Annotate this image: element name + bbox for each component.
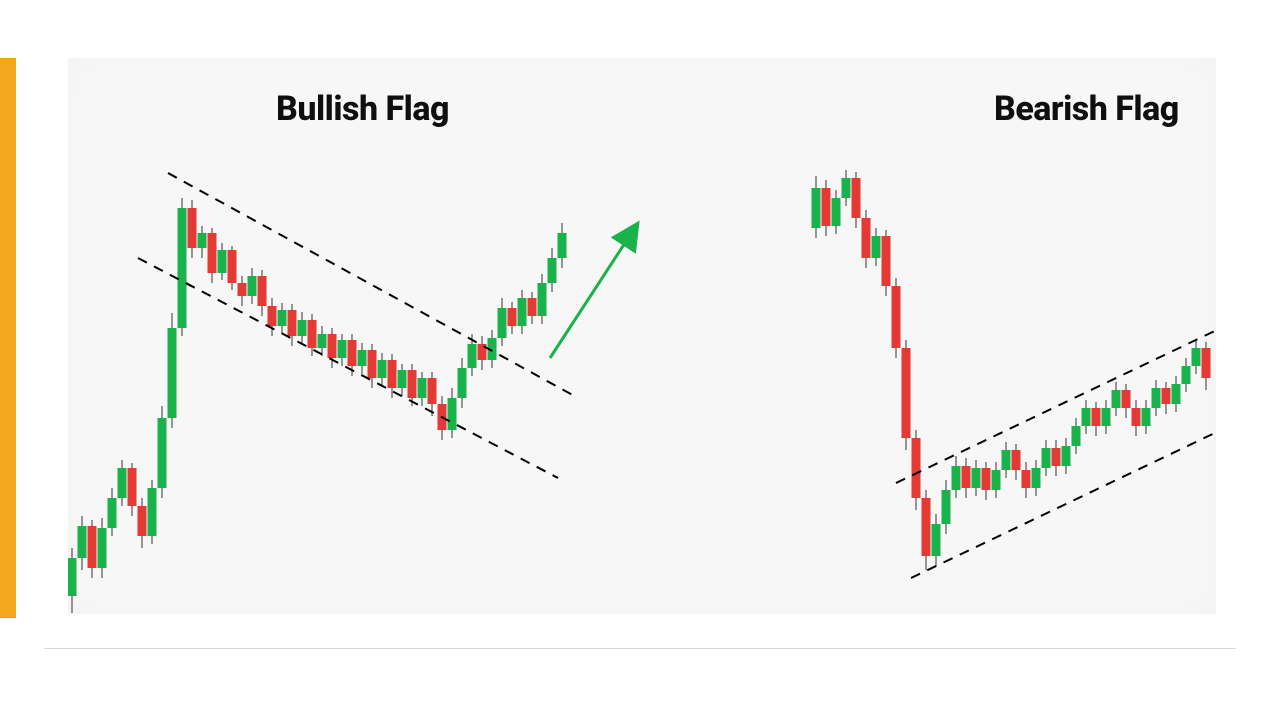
separator-rule	[44, 648, 1236, 649]
chart-panel: Bullish Flag Bearish Flag	[68, 58, 1216, 614]
bearish-title: Bearish Flag	[994, 89, 1179, 129]
bullish-title: Bullish Flag	[276, 89, 449, 129]
flag-patterns-svg	[68, 58, 1216, 614]
accent-bar	[0, 58, 16, 618]
